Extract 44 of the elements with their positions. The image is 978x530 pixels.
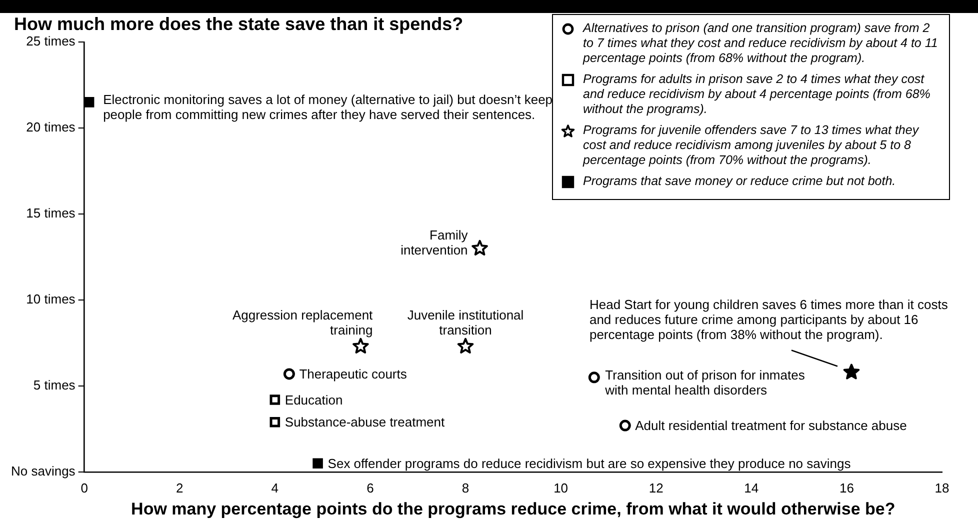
y-tick-label: 10 times bbox=[26, 292, 76, 307]
y-tick-label: No savings bbox=[10, 464, 76, 479]
y-tick-label: 20 times bbox=[26, 120, 76, 135]
legend-label: Programs that save money or reduce crime but not both. bbox=[583, 174, 896, 189]
y-tick-label: 25 times bbox=[26, 34, 76, 49]
annotation: Adult residential treatment for substance abuse bbox=[635, 418, 907, 434]
x-tick-label: 8 bbox=[462, 480, 470, 496]
x-axis-title: How many percentage points do the programs reduce crime, from what it would otherwise be? bbox=[131, 499, 896, 518]
annotation: Aggression replacement training bbox=[232, 307, 374, 338]
point bbox=[457, 338, 474, 354]
x-tick-label: 10 bbox=[554, 480, 568, 496]
y-axis-title: How much more does the state save than it spends? bbox=[14, 14, 464, 34]
point bbox=[588, 372, 600, 384]
annotation: Transition out of prison for inmates with mental health disorders bbox=[604, 367, 806, 398]
y-tick-label: 15 times bbox=[26, 206, 76, 221]
annotation: Therapeutic courts bbox=[299, 366, 408, 382]
y-tick-label: 5 times bbox=[33, 378, 76, 393]
annotation: Substance-abuse treatment bbox=[284, 414, 445, 430]
legend-label: Programs for adults in prison save 2 to 4 times what they cost and reduce recidivism by about 4 percentage points (from 68% without the programs). bbox=[583, 72, 932, 117]
point bbox=[843, 364, 860, 380]
x-tick-label: 4 bbox=[271, 480, 279, 496]
annotation: Juvenile institutional transition bbox=[407, 307, 524, 338]
point bbox=[270, 394, 280, 405]
x-tick-label: 16 bbox=[839, 480, 854, 496]
point bbox=[472, 240, 488, 256]
annotation: Head Start for young children saves 6 times more than it costs and reduces future crime among participants by about 16 percentage points (from 38% without the program). bbox=[589, 297, 948, 342]
point bbox=[619, 420, 631, 432]
point bbox=[270, 416, 280, 428]
point bbox=[312, 458, 323, 469]
annotation: Sex offender programs do reduce recidivism but are so expensive they produce no savings bbox=[328, 456, 852, 471]
annotation: Family intervention bbox=[400, 227, 468, 258]
x-tick-label: 6 bbox=[366, 480, 374, 496]
x-tick-label: 0 bbox=[80, 480, 88, 496]
x-tick-label: 14 bbox=[744, 480, 759, 496]
x-tick-label: 18 bbox=[934, 480, 950, 496]
x-tick-label: 12 bbox=[648, 480, 664, 496]
point bbox=[283, 368, 295, 380]
point bbox=[84, 97, 94, 108]
x-tick-label: 2 bbox=[176, 480, 184, 496]
point bbox=[352, 338, 369, 354]
legend-label: Alternatives to prison (and one transition program) save from 2 to 7 times what they cost and reduce recidivism by about 4 to 11 percentage points (from 68% without the program). bbox=[583, 21, 939, 66]
annotation: Electronic monitoring saves a lot of money (alternative to jail) but doesn’t keep people from committing new crimes after they have served their sentences. bbox=[103, 92, 553, 122]
annotation: Education bbox=[284, 392, 343, 408]
legend-label: Programs for juvenile offenders save 7 to 13 times what they cost and reduce recidivism among juveniles by about 5 to 8 percentage points (from 70% without the programs). bbox=[583, 123, 920, 168]
